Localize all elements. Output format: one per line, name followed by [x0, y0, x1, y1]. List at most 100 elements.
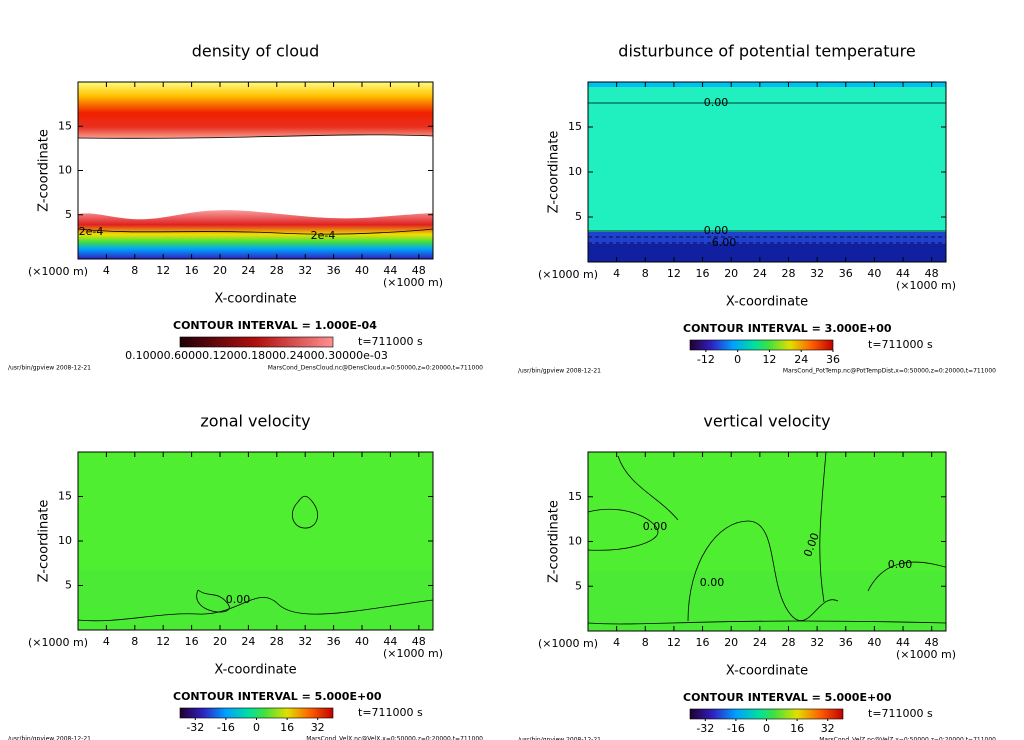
contour-label: 0.00: [643, 520, 668, 533]
x-tick-label: 40: [355, 264, 369, 277]
colorbar: [179, 707, 334, 719]
x-axis-label: X-coordinate: [726, 295, 808, 310]
x-unit-label: (×1000 m): [896, 279, 956, 292]
footer-left: /usr/bin/gpview 2008-12-21: [8, 736, 91, 740]
x-tick-label: 44: [896, 267, 910, 280]
contour-line: [196, 589, 230, 613]
x-tick-label: 44: [383, 264, 397, 277]
y-axis-label: Z-coordinate: [37, 129, 52, 212]
colorbar-tick-label: 12: [762, 353, 776, 366]
contour-field: [78, 82, 433, 259]
x-tick-label: 20: [724, 636, 738, 649]
x-tick-label: 48: [925, 267, 939, 280]
colorbar-tick-label: 16: [790, 722, 804, 735]
x-tick-label: 20: [724, 267, 738, 280]
x-tick-label: 20: [213, 264, 227, 277]
panel: disturbunce of potential temperature Z-co…: [518, 42, 996, 375]
x-tick-label: 32: [298, 264, 312, 277]
x-tick-label: 32: [298, 635, 312, 648]
colorbar-tick-label: 32: [311, 721, 325, 734]
x-tick-label: 40: [867, 267, 881, 280]
colorbar-tick-label: 36: [826, 353, 840, 366]
x-unit-label: (×1000 m): [538, 268, 598, 281]
colorbar-tick-label: 0: [253, 721, 260, 734]
x-tick-label: 32: [810, 267, 824, 280]
contour-label: 0.00: [704, 224, 729, 237]
colorbar-tick-label: -16: [217, 721, 235, 734]
contour-line: [78, 228, 433, 235]
x-tick-label: 24: [753, 267, 767, 280]
x-tick-label: 8: [131, 635, 138, 648]
x-tick-label: 12: [667, 636, 681, 649]
x-tick-label: 28: [270, 264, 284, 277]
contour-line: [588, 620, 946, 625]
time-label: t=711000 s: [358, 335, 423, 348]
contour-line: [291, 495, 318, 529]
x-tick-label: 4: [103, 635, 110, 648]
y-axis-label: Z-coordinate: [547, 500, 562, 583]
x-unit-label: (×1000 m): [383, 647, 443, 660]
x-tick-label: 16: [185, 264, 199, 277]
y-tick-label: 5: [575, 579, 582, 592]
x-tick-label: 16: [696, 636, 710, 649]
y-tick-label: 5: [65, 579, 72, 592]
x-tick-label: 4: [613, 636, 620, 649]
time-label: t=711000 s: [868, 707, 933, 720]
chart-title: vertical velocity: [703, 412, 830, 431]
colorbar-tick-label: -16: [727, 722, 745, 735]
x-axis-label: X-coordinate: [214, 663, 296, 678]
x-tick-label: 8: [642, 267, 649, 280]
y-axis-label: Z-coordinate: [37, 500, 52, 583]
contour-label: 0.00: [226, 593, 251, 606]
contour-line: [78, 597, 433, 622]
y-tick-label: 15: [568, 490, 582, 503]
y-tick-label: 15: [58, 490, 72, 503]
y-tick-label: 5: [65, 208, 72, 221]
x-tick-label: 12: [156, 264, 170, 277]
field: [78, 82, 433, 139]
footer-right: MarsCond_PotTemp.nc@PotTempDist,x=0:5000…: [783, 368, 996, 375]
x-tick-label: 8: [642, 636, 649, 649]
x-tick-label: 40: [355, 635, 369, 648]
x-tick-label: 32: [810, 636, 824, 649]
panel: vertical velocity Z-coordinate X-coordinat…: [518, 412, 996, 740]
contour-line: [687, 520, 839, 622]
y-tick-label: 10: [58, 534, 72, 547]
x-tick-label: 24: [241, 264, 255, 277]
x-tick-label: 20: [213, 635, 227, 648]
x-axis-label: X-coordinate: [726, 664, 808, 679]
contour-interval: CONTOUR INTERVAL = 5.000E+00: [683, 691, 892, 704]
x-tick-label: 12: [156, 635, 170, 648]
contour-label: 0.00: [704, 96, 729, 109]
x-tick-label: 48: [412, 635, 426, 648]
contour-line: [867, 561, 946, 592]
footer-right: MarsCond_VelZ.nc@VelZ,x=0:50000,z=0:2000…: [819, 737, 996, 740]
chart-title: zonal velocity: [200, 412, 310, 431]
colorbar: [689, 708, 844, 720]
footer-right: MarsCond_DensCloud.nc@DensCloud,x=0:5000…: [268, 365, 483, 372]
colorbar-tick-label: -32: [186, 721, 204, 734]
footer-left: /usr/bin/gpview 2008-12-21: [518, 368, 601, 375]
y-tick-label: 15: [58, 119, 72, 132]
x-tick-label: 28: [781, 636, 795, 649]
contour-line: [588, 508, 659, 551]
contour-interval: CONTOUR INTERVAL = 5.000E+00: [173, 690, 382, 703]
y-tick-label: 5: [575, 210, 582, 223]
x-tick-label: 36: [839, 267, 853, 280]
contour-interval: CONTOUR INTERVAL = 3.000E+00: [683, 322, 892, 335]
contour-label: 2e-4: [311, 229, 336, 242]
x-unit-label: (×1000 m): [383, 276, 443, 289]
colorbar-tick-label: 24: [794, 353, 808, 366]
contour-field: [78, 452, 433, 630]
x-tick-label: 44: [383, 635, 397, 648]
colorbar: [689, 339, 834, 351]
x-tick-label: 12: [667, 267, 681, 280]
colorbar-tick-label: 32: [821, 722, 835, 735]
colorbar-tick-label: 0: [763, 722, 770, 735]
x-tick-label: 48: [412, 264, 426, 277]
y-tick-label: 15: [568, 120, 582, 133]
time-label: t=711000 s: [868, 338, 933, 351]
field: [78, 570, 433, 630]
x-tick-label: 36: [327, 264, 341, 277]
